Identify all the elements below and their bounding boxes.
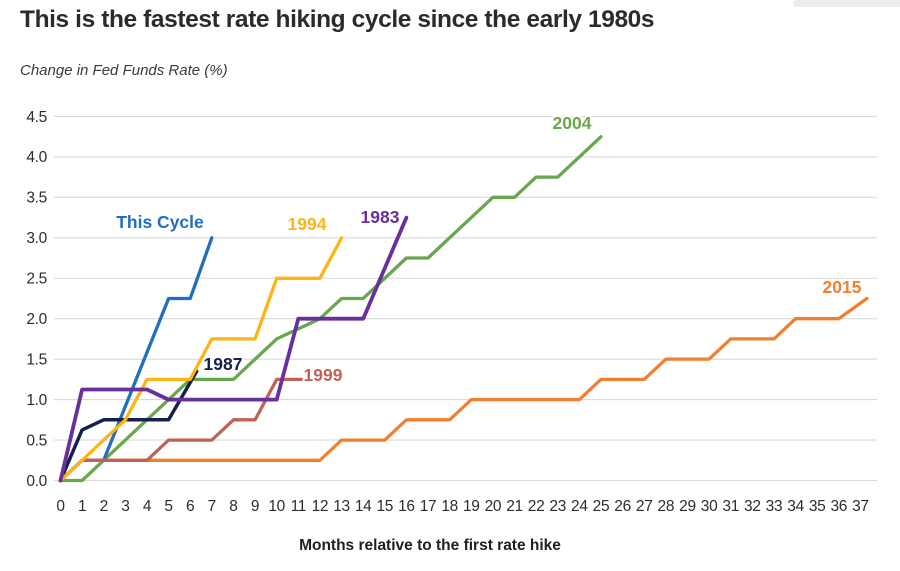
x-tick-label-1: 1 xyxy=(78,498,86,515)
series-label-1987: 1987 xyxy=(204,354,243,374)
x-tick-label-36: 36 xyxy=(830,498,847,515)
x-tick-label-11: 11 xyxy=(291,498,307,515)
x-tick-label-34: 34 xyxy=(787,498,804,515)
series-line-1999 xyxy=(58,377,311,483)
y-tick-label-0.0: 0.0 xyxy=(26,473,47,490)
x-tick-label-14: 14 xyxy=(355,498,372,515)
x-tick-label-27: 27 xyxy=(636,498,653,515)
series-label-1983: 1983 xyxy=(361,207,400,227)
series-label-1999: 1999 xyxy=(304,365,343,385)
series-label-2004: 2004 xyxy=(553,113,592,133)
x-tick-label-3: 3 xyxy=(121,498,129,515)
x-tick-label-25: 25 xyxy=(593,498,610,515)
y-tick-label-2.0: 2.0 xyxy=(26,311,47,328)
x-tick-label-32: 32 xyxy=(744,498,761,515)
x-tick-label-37: 37 xyxy=(852,498,869,515)
x-tick-label-0: 0 xyxy=(56,498,65,515)
scrollbar-artifact xyxy=(793,0,900,7)
x-tick-label-23: 23 xyxy=(549,498,566,515)
series-label-1994: 1994 xyxy=(288,214,327,234)
series-label-this-cycle: This Cycle xyxy=(116,212,204,232)
y-tick-label-1.0: 1.0 xyxy=(26,392,47,409)
chart-subtitle: Change in Fed Funds Rate (%) xyxy=(20,62,228,79)
x-tick-label-30: 30 xyxy=(701,498,718,515)
x-tick-label-5: 5 xyxy=(164,498,172,515)
x-tick-label-7: 7 xyxy=(208,498,216,515)
x-tick-label-2: 2 xyxy=(100,498,108,515)
x-tick-label-35: 35 xyxy=(809,498,826,515)
x-tick-label-26: 26 xyxy=(614,498,631,515)
x-tick-label-31: 31 xyxy=(722,498,739,515)
y-tick-label-1.5: 1.5 xyxy=(26,351,47,368)
x-tick-label-22: 22 xyxy=(528,498,545,515)
x-tick-label-29: 29 xyxy=(679,498,696,515)
x-tick-label-28: 28 xyxy=(658,498,675,515)
x-tick-label-24: 24 xyxy=(571,498,588,515)
x-tick-label-20: 20 xyxy=(485,498,502,515)
series-line-2015 xyxy=(58,296,869,483)
x-tick-label-15: 15 xyxy=(376,498,393,515)
x-tick-label-21: 21 xyxy=(506,498,523,515)
x-tick-label-12: 12 xyxy=(312,498,329,515)
x-tick-label-18: 18 xyxy=(441,498,458,515)
x-axis-title: Months relative to the first rate hike xyxy=(299,537,561,554)
series-label-2015: 2015 xyxy=(823,277,862,297)
x-tick-label-10: 10 xyxy=(268,498,285,515)
y-tick-label-4.0: 4.0 xyxy=(26,149,47,166)
y-tick-label-0.5: 0.5 xyxy=(26,432,47,449)
x-tick-label-16: 16 xyxy=(398,498,415,515)
x-tick-label-13: 13 xyxy=(333,498,350,515)
y-tick-label-4.5: 4.5 xyxy=(26,109,47,126)
series-line-1983 xyxy=(58,215,409,483)
x-tick-label-4: 4 xyxy=(143,498,152,515)
x-tick-label-9: 9 xyxy=(251,498,259,515)
x-tick-label-8: 8 xyxy=(229,498,237,515)
x-tick-label-19: 19 xyxy=(463,498,480,515)
x-tick-label-33: 33 xyxy=(766,498,783,515)
x-tick-label-6: 6 xyxy=(186,498,194,515)
y-tick-label-3.5: 3.5 xyxy=(26,190,47,207)
y-tick-label-2.5: 2.5 xyxy=(26,271,47,288)
chart-title: This is the fastest rate hiking cycle si… xyxy=(20,6,655,33)
x-tick-label-17: 17 xyxy=(420,498,437,515)
y-tick-label-3.0: 3.0 xyxy=(26,230,47,247)
series-line-1987 xyxy=(58,369,199,483)
series-line-1994 xyxy=(58,236,344,483)
series-line-2004 xyxy=(58,135,603,483)
